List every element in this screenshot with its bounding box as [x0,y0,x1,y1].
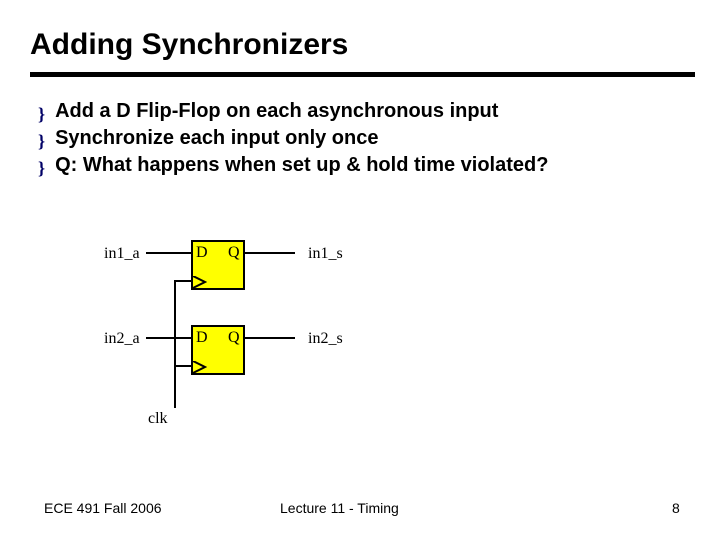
clk-wire [174,280,191,282]
wire [146,252,191,254]
flipflop-q-label: Q [228,244,240,262]
clk-wire [174,280,176,408]
wire [245,252,295,254]
synchronizer-diagram: D Qin1_a in1_s D Qin2_a in2_sclk [76,230,436,460]
footer-right: 8 [672,500,680,516]
signal-in-label: in2_a [104,330,140,348]
bullet-text: Q: What happens when set up & hold time … [55,154,548,177]
slide-title: Adding Synchronizers [30,28,348,62]
wire [146,337,191,339]
clock-triangle-icon [193,276,207,295]
flipflop-d-label: D [196,329,208,347]
bullet-icon: } [38,104,45,125]
bullet-item: } Synchronize each input only once [38,127,548,152]
bullet-icon: } [38,131,45,152]
bullet-item: } Q: What happens when set up & hold tim… [38,154,548,179]
footer-center: Lecture 11 - Timing [280,500,399,516]
flipflop-d-label: D [196,244,208,262]
signal-out-label: in2_s [308,330,343,348]
bullet-item: } Add a D Flip-Flop on each asynchronous… [38,100,548,125]
bullet-text: Synchronize each input only once [55,127,378,150]
slide: Adding Synchronizers } Add a D Flip-Flop… [0,0,720,540]
flipflop-q-label: Q [228,329,240,347]
title-rule [30,72,695,77]
bullet-list: } Add a D Flip-Flop on each asynchronous… [38,100,548,181]
footer-left: ECE 491 Fall 2006 [44,500,162,516]
signal-out-label: in1_s [308,245,343,263]
bullet-text: Add a D Flip-Flop on each asynchronous i… [55,100,498,123]
clk-wire [174,365,191,367]
clk-label: clk [148,410,168,428]
wire [245,337,295,339]
bullet-icon: } [38,158,45,179]
signal-in-label: in1_a [104,245,140,263]
clock-triangle-icon [193,361,207,380]
